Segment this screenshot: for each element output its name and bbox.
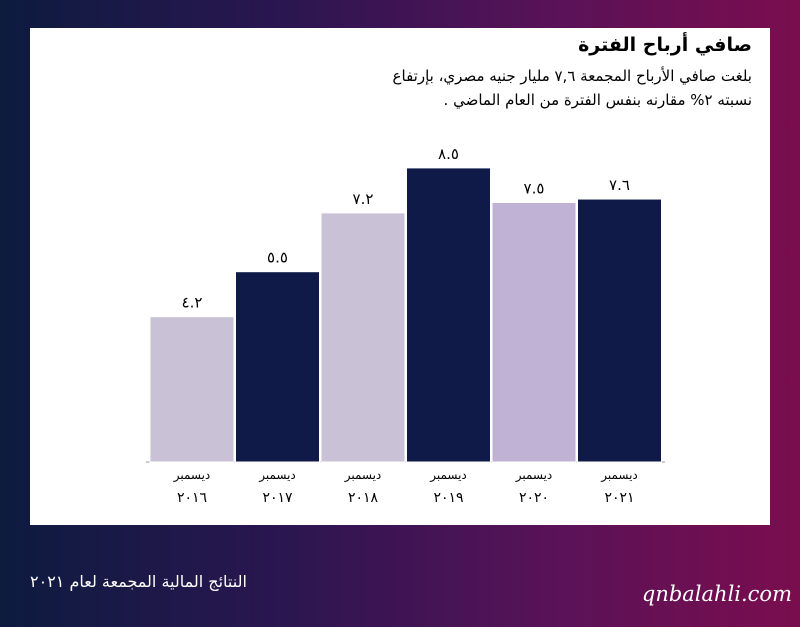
chart-subtitle: بلغت صافي الأرباح المجمعة ٧,٦ مليار جنيه…	[393, 64, 752, 112]
subtitle-line-1: بلغت صافي الأرباح المجمعة ٧,٦ مليار جنيه…	[392, 67, 752, 85]
category-month-label-4: ديسمبر	[515, 468, 553, 483]
footer-caption: النتائج المالية المجمعة لعام ٢٠٢١	[30, 572, 247, 591]
footer-site: qnbalahli.com	[641, 582, 792, 606]
bar-value-label-4: ٧.٥	[524, 180, 545, 198]
bar-value-label-3: ٨.٥	[438, 145, 459, 163]
bar-value-label-5: ٧.٦	[609, 176, 630, 194]
bar-5	[577, 198, 662, 463]
category-month-label-1: ديسمبر	[258, 468, 296, 483]
bar-4	[491, 202, 577, 463]
category-month-label-5: ديسمبر	[600, 468, 638, 483]
bar-0	[149, 316, 235, 463]
bar-2	[320, 212, 406, 463]
bar-chart: ٤.٢ ديسمبر ٢٠١٦ ٥.٥ ديسمبر ٢٠١٧ ٧.٢ ديسمبر ٢٠١٨ ٨…	[146, 145, 665, 506]
chart-title: صافي أرباح الفترة	[578, 34, 752, 56]
bar-1	[235, 271, 320, 463]
bar-value-label-2: ٧.٢	[353, 190, 374, 208]
category-month-label-2: ديسمبر	[344, 468, 382, 483]
bar-value-label-1: ٥.٥	[267, 249, 288, 267]
category-year-label-3: ٢٠١٩	[433, 490, 463, 506]
category-year-label-2: ٢٠١٨	[348, 490, 379, 506]
category-year-label-5: ٢٠٢١	[604, 490, 634, 506]
bar-3	[406, 167, 491, 463]
bar-value-label-0: ٤.٢	[182, 294, 203, 312]
category-month-label-3: ديسمبر	[429, 468, 467, 483]
category-year-label-4: ٢٠٢٠	[519, 490, 549, 506]
subtitle-line-2: نسبته ٢% مقارنه بنفس الفترة من العام الم…	[443, 91, 752, 109]
chart-panel: صافي أرباح الفترة بلغت صافي الأرباح المج…	[30, 28, 770, 525]
category-year-label-0: ٢٠١٦	[177, 490, 207, 506]
category-month-label-0: ديسمبر	[173, 468, 211, 483]
category-year-label-1: ٢٠١٧	[262, 490, 293, 506]
